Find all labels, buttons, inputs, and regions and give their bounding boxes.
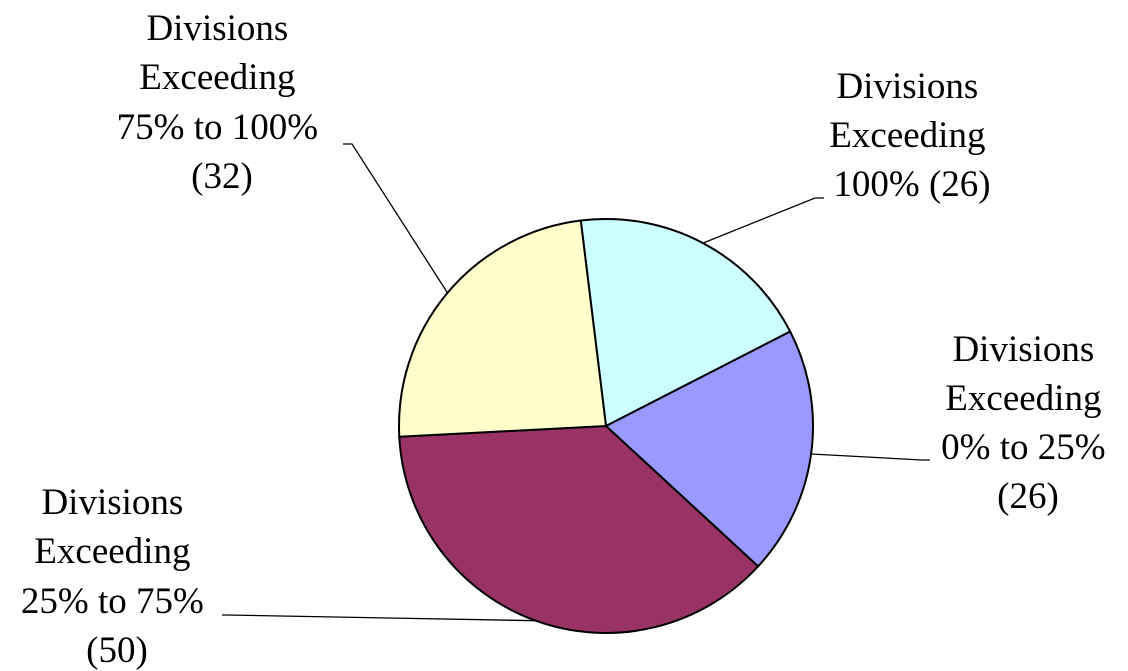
slice-0-to-25 [604, 330, 814, 568]
leader-lines [222, 143, 930, 622]
pie-slices [398, 218, 814, 634]
slice-75-to-100 [398, 219, 608, 438]
slice-label-25-to-75: Divisions Exceeding 25% to 75% (50) [21, 482, 213, 671]
leader-0-to-25 [811, 453, 930, 461]
slice-label-100-plus: Divisions Exceeding 100% (26) [829, 66, 994, 205]
leader-75-to-100 [343, 143, 449, 294]
leader-25-to-75 [222, 614, 536, 622]
slice-label-0-to-25: Divisions Exceeding 0% to 25% (26) [941, 329, 1115, 517]
slice-label-75-to-100: Divisions Exceeding 75% to 100% (32) [117, 8, 328, 197]
leader-100-plus [702, 197, 824, 244]
